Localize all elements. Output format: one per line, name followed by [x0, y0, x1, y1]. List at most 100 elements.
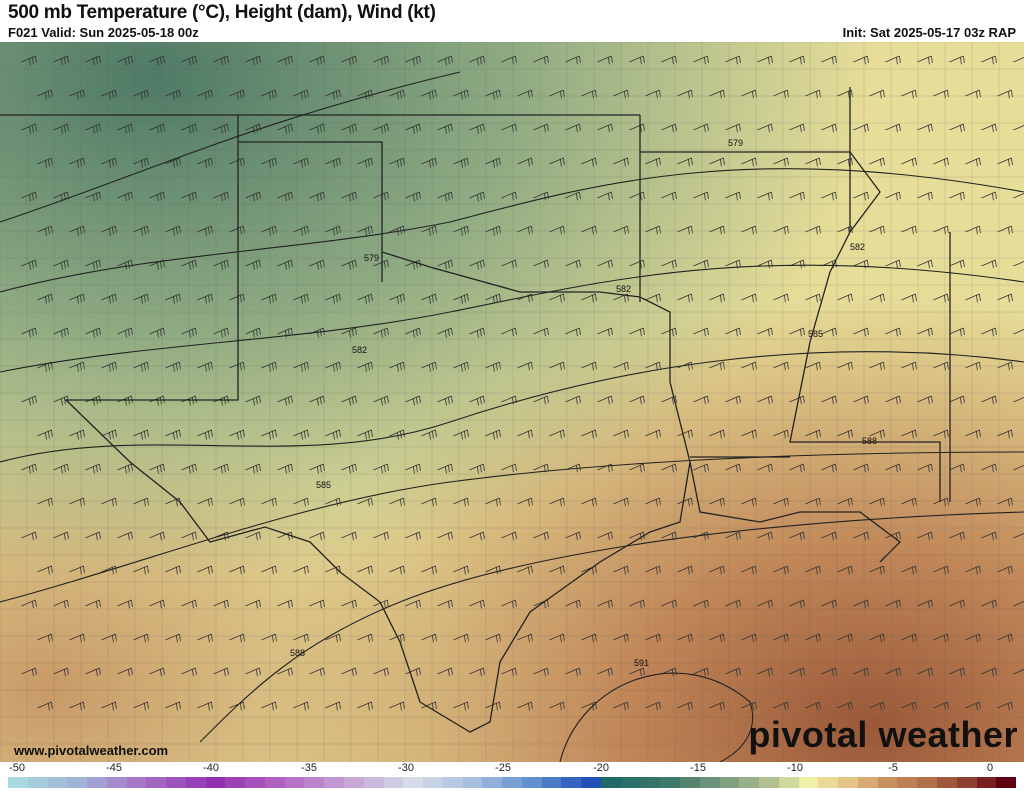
wind-barb [437, 259, 453, 270]
colorbar-cell [205, 777, 226, 788]
wind-barb [677, 633, 693, 643]
wind-barb [389, 701, 405, 711]
wind-barb [837, 701, 853, 711]
wind-barb [437, 531, 453, 541]
wind-barb [373, 327, 389, 338]
weather-map[interactable]: 579 579 582 582 582 585 585 588 588 591 [0, 42, 1024, 762]
wind-barb [341, 463, 357, 474]
wind-barb [181, 123, 197, 134]
colorbar-tick: -10 [787, 762, 803, 774]
wind-barb [85, 191, 101, 202]
wind-barb [245, 123, 261, 134]
wind-barb [389, 157, 405, 168]
colorbar-tick: -45 [106, 762, 122, 774]
wind-barb [693, 395, 709, 405]
wind-barb [213, 55, 229, 66]
wind-barb [997, 361, 1013, 371]
wind-barb [85, 55, 101, 66]
wind-barb [1013, 601, 1024, 607]
wind-barb [149, 531, 165, 541]
wind-barb [101, 565, 117, 575]
wind-barb [53, 599, 69, 609]
wind-barb [949, 191, 965, 201]
wind-barb [709, 633, 725, 643]
wind-barb [21, 123, 37, 134]
wind-barb [789, 667, 805, 677]
colorbar-tick: -20 [593, 762, 609, 774]
wind-barb [853, 599, 869, 609]
wind-barb [245, 599, 261, 609]
wind-barb [1013, 465, 1024, 471]
colorbar-cell [976, 777, 997, 788]
wind-barb [453, 225, 469, 236]
contour-label: 582 [850, 242, 865, 252]
wind-barb [341, 259, 357, 270]
contour-label: 588 [290, 648, 305, 658]
wind-barb [597, 55, 613, 65]
wind-barb [965, 157, 981, 167]
website-link[interactable]: www.pivotalweather.com [14, 743, 169, 758]
wind-barb [69, 293, 85, 304]
wind-barb [325, 225, 341, 236]
wind-barb [213, 327, 229, 338]
wind-barb [853, 531, 869, 541]
wind-barb [37, 565, 53, 575]
wind-barb [21, 395, 37, 406]
colorbar-tick: 0 [986, 762, 994, 774]
wind-barb [789, 55, 805, 65]
wind-barb [805, 157, 821, 167]
wind-barb [853, 123, 869, 133]
wind-barb [85, 259, 101, 270]
wind-barb [629, 327, 645, 337]
wind-barb [357, 565, 373, 575]
colorbar-cell [146, 777, 167, 788]
colorbar-tick: -25 [495, 762, 511, 774]
wind-barb [725, 191, 741, 201]
wind-barb [773, 701, 789, 711]
wind-barb [789, 123, 805, 133]
wind-barb [869, 633, 885, 643]
wind-barb [37, 633, 53, 643]
wind-barb [469, 531, 485, 541]
wind-barb [101, 429, 117, 440]
wind-barb [773, 429, 789, 439]
wind-barb [805, 633, 821, 643]
colorbar-cell [8, 777, 28, 788]
colorbar-cell [225, 777, 246, 788]
wind-barb [821, 599, 837, 609]
wind-barb [965, 89, 981, 99]
wind-barb [661, 463, 677, 473]
wind-barb [37, 293, 53, 304]
colorbar-cell [956, 777, 977, 788]
wind-barb [661, 191, 677, 201]
wind-barb [325, 429, 341, 440]
wind-barb [853, 191, 869, 201]
colorbar-cell [363, 777, 384, 788]
wind-barb [533, 395, 549, 405]
contour-label: 582 [352, 345, 367, 355]
wind-barb [757, 667, 773, 677]
wind-barb [341, 55, 357, 66]
wind-barb [469, 191, 485, 202]
wind-barb [405, 667, 421, 677]
wind-barb [885, 191, 901, 201]
wind-barb [645, 361, 661, 371]
colorbar-cell [897, 777, 918, 788]
wind-barb [117, 259, 133, 270]
contour-label: 585 [316, 480, 331, 490]
wind-barb [661, 599, 677, 609]
wind-barb [901, 293, 917, 303]
wind-barb [517, 429, 533, 439]
wind-barb [949, 599, 965, 609]
wind-barb [405, 599, 421, 609]
wind-barb [885, 327, 901, 337]
colorbar-cell [304, 777, 325, 788]
wind-barb [101, 89, 117, 100]
wind-barb [517, 565, 533, 575]
wind-barb [165, 633, 181, 643]
wind-barb [773, 565, 789, 575]
wind-barb [709, 157, 725, 167]
wind-barb [773, 157, 789, 167]
wind-barb [165, 429, 181, 440]
wind-barb [213, 259, 229, 270]
